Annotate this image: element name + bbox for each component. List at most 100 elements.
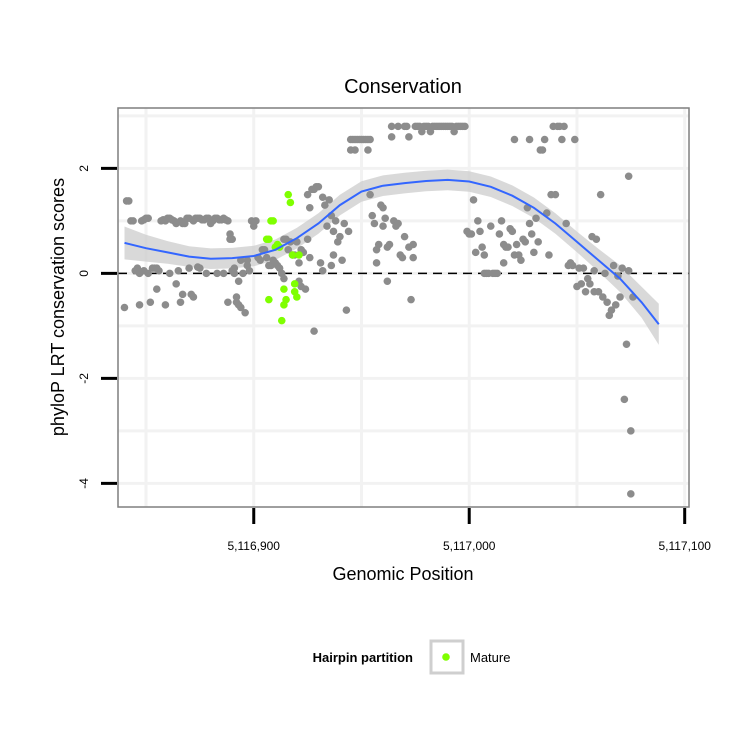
data-point <box>601 269 609 278</box>
data-point <box>540 135 549 144</box>
data-point <box>228 235 236 244</box>
data-point-mature <box>284 190 293 199</box>
y-tick-label: 0 <box>77 270 91 277</box>
data-point <box>161 301 170 309</box>
data-point-mature <box>290 280 299 288</box>
data-point <box>517 256 525 265</box>
data-point <box>325 196 333 204</box>
data-point <box>176 298 185 307</box>
data-point <box>301 285 310 293</box>
data-point <box>241 308 249 317</box>
data-point <box>385 240 394 249</box>
data-point <box>336 232 344 241</box>
data-point <box>280 274 288 283</box>
data-point <box>394 219 402 228</box>
data-point <box>303 190 312 199</box>
data-point-mature <box>295 251 303 259</box>
data-point <box>594 287 603 296</box>
data-point <box>230 269 239 278</box>
data-point <box>469 196 478 204</box>
x-tick-label: 5,117,000 <box>443 539 496 553</box>
data-point <box>152 285 161 293</box>
data-point <box>146 298 155 307</box>
data-point <box>474 217 482 225</box>
data-point <box>329 227 338 236</box>
data-point <box>530 248 538 257</box>
data-point <box>331 217 340 225</box>
data-point <box>165 269 174 278</box>
data-point <box>196 264 204 272</box>
data-point <box>284 245 293 254</box>
x-axis-ticks: 5,116,900 5,117,000 5,117,100 <box>227 508 711 553</box>
plot-border <box>117 107 690 508</box>
data-point <box>342 306 351 314</box>
data-point <box>224 217 232 225</box>
data-point <box>295 259 303 267</box>
data-point <box>383 277 392 286</box>
data-point <box>252 217 260 225</box>
data-point <box>340 219 349 228</box>
plot-panel <box>117 107 690 508</box>
data-point <box>616 293 624 301</box>
x-tick-label: 5,117,100 <box>658 539 711 553</box>
data-point <box>316 259 325 267</box>
data-point-mature <box>286 198 295 207</box>
data-point <box>379 222 387 230</box>
data-point <box>400 232 409 241</box>
data-point <box>525 135 534 144</box>
x-axis-title: Genomic Position <box>332 564 473 584</box>
data-point-mature <box>265 295 273 304</box>
data-point <box>372 259 381 267</box>
data-point <box>599 293 607 301</box>
data-point <box>405 133 413 141</box>
y-tick-label: -2 <box>77 373 91 384</box>
data-point <box>476 227 484 236</box>
data-point <box>144 269 152 278</box>
data-point <box>627 427 635 435</box>
data-point <box>338 256 346 265</box>
data-point <box>461 122 469 131</box>
data-point <box>310 327 318 335</box>
smooth-trend-line <box>124 178 660 325</box>
data-point <box>534 238 542 246</box>
data-point-mature <box>288 251 297 259</box>
data-point <box>409 253 417 262</box>
data-point <box>351 146 359 154</box>
data-point-mature <box>282 295 290 304</box>
data-point <box>237 303 245 312</box>
data-point <box>471 248 480 257</box>
data-point <box>622 340 631 349</box>
data-point <box>499 259 508 267</box>
data-point <box>558 135 566 144</box>
data-point <box>364 146 372 154</box>
data-point <box>579 264 588 272</box>
data-point <box>366 190 374 199</box>
data-point <box>521 238 530 246</box>
chart-title: Conservation <box>344 76 462 98</box>
data-point <box>577 280 586 288</box>
data-point <box>321 201 329 209</box>
data-point <box>609 261 618 270</box>
data-point <box>618 264 627 272</box>
data-point <box>480 251 489 259</box>
data-point <box>512 240 521 249</box>
data-point <box>224 298 232 307</box>
data-point <box>245 266 254 275</box>
data-point <box>504 243 512 251</box>
data-point <box>387 122 396 131</box>
data-point <box>189 293 198 301</box>
data-point <box>532 214 540 223</box>
data-point <box>493 269 502 278</box>
data-point <box>370 219 379 228</box>
data-point <box>327 261 336 270</box>
data-point <box>381 214 389 223</box>
data-point <box>467 230 476 238</box>
data-point-mature <box>265 235 273 244</box>
data-point <box>624 266 633 275</box>
data-point <box>305 203 314 212</box>
data-point-mature <box>280 285 288 293</box>
data-point <box>586 280 594 288</box>
data-point <box>219 269 228 278</box>
legend-key-mature-dot <box>442 653 450 661</box>
